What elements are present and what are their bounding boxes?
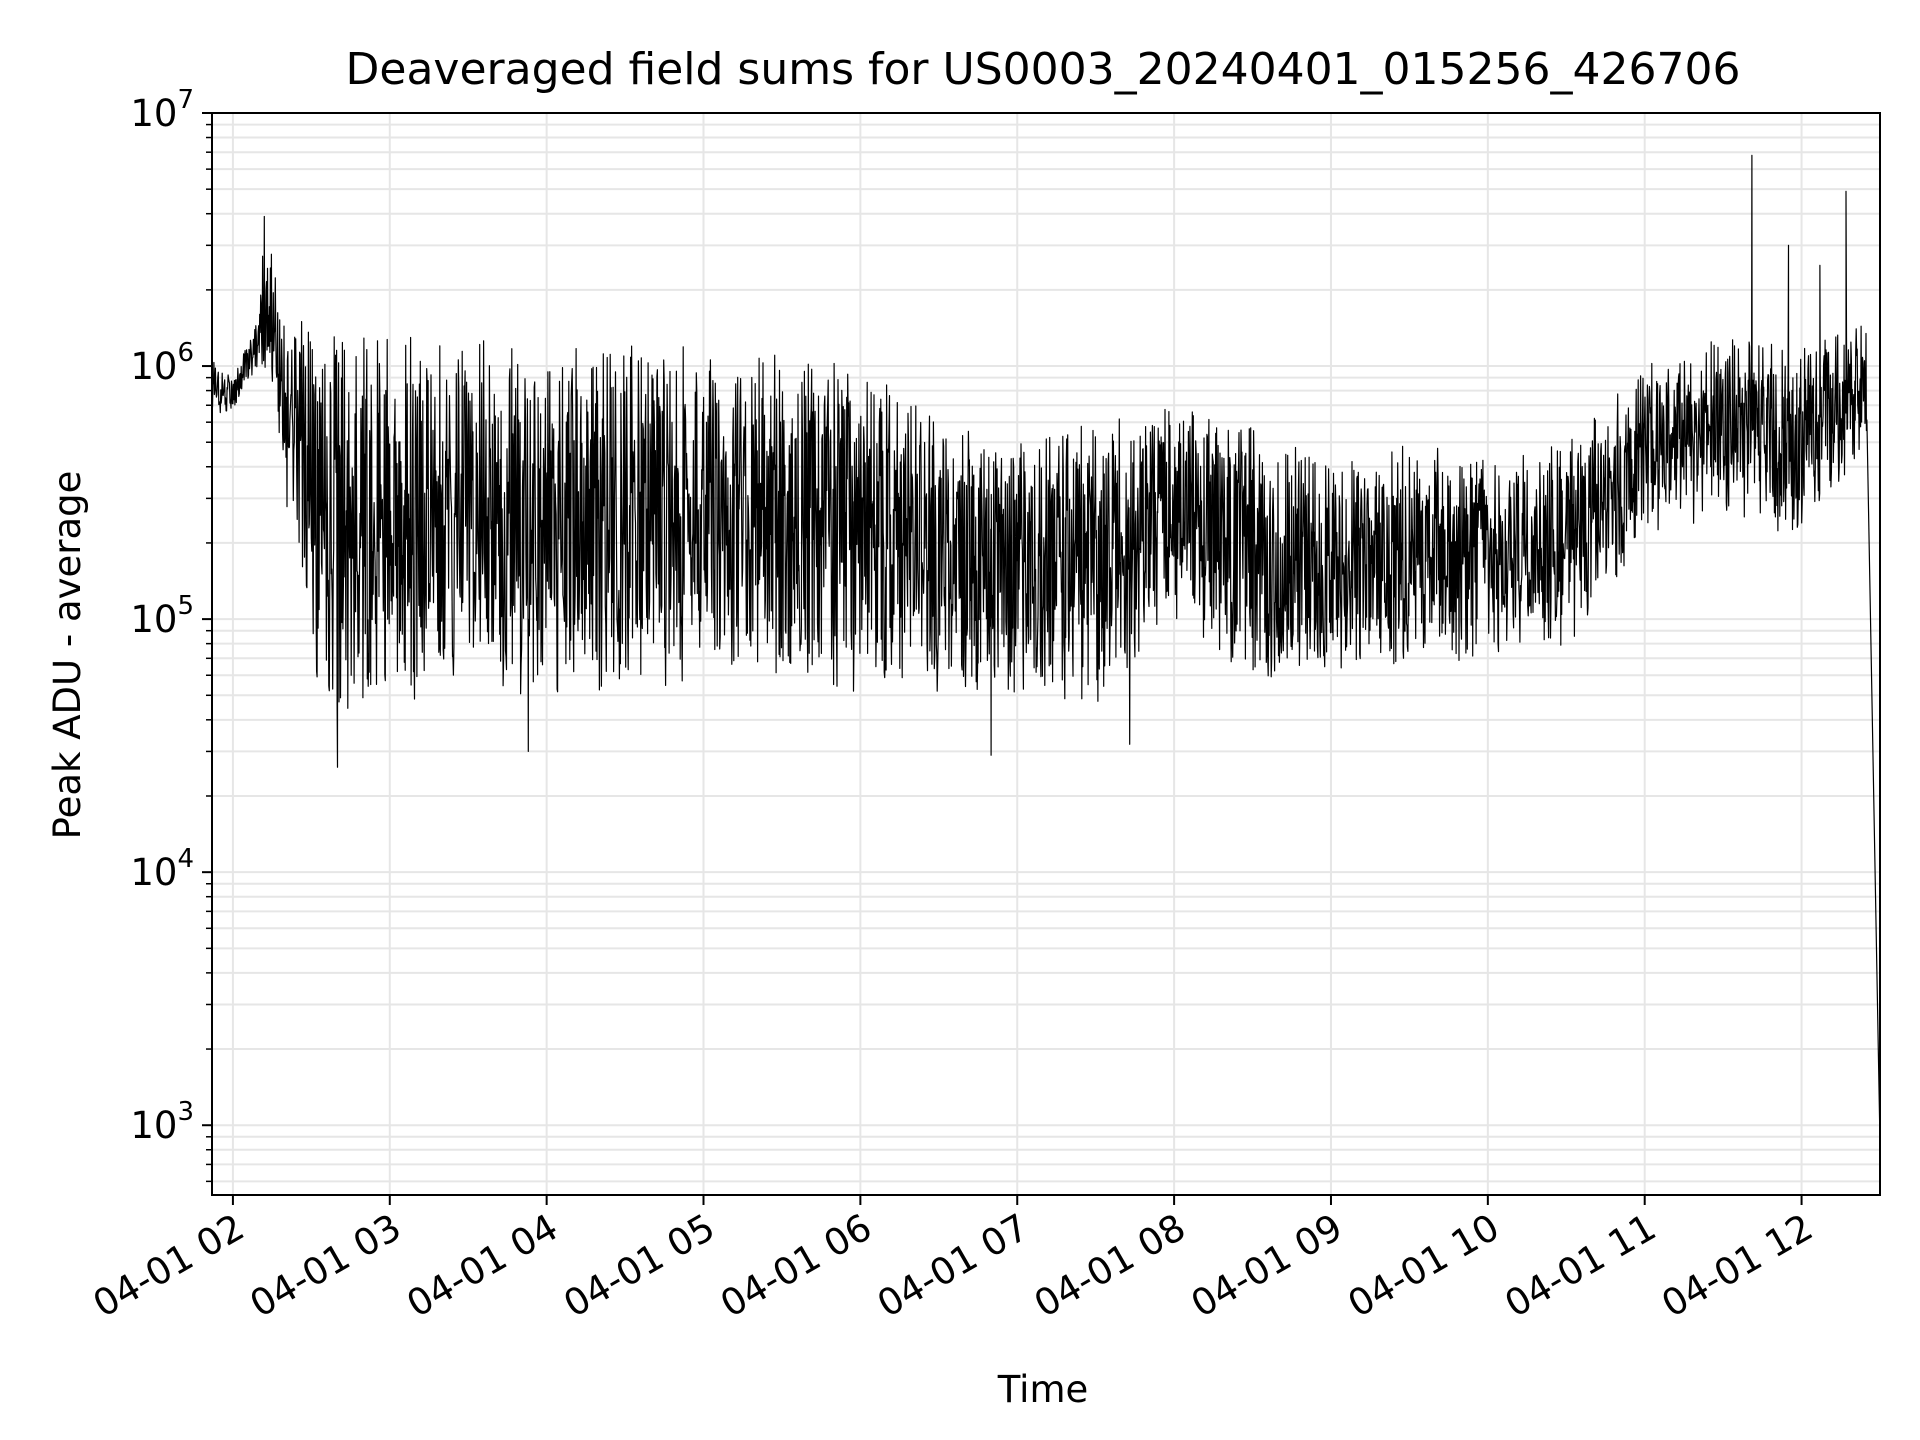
y-tick-label: 107 (130, 85, 194, 135)
series-line (211, 154, 1881, 1144)
x-axis-label: Time (997, 1368, 1089, 1411)
y-axis-label: Peak ADU - average (46, 471, 89, 840)
series-black-line (211, 154, 1881, 1144)
y-tick-label: 104 (130, 844, 194, 894)
y-tick-label: 103 (130, 1097, 194, 1147)
plot-frame (211, 112, 1881, 1196)
grid (212, 112, 1880, 1195)
chart-title: Deaveraged field sums for US0003_2024040… (346, 44, 1741, 95)
y-tick-label: 106 (130, 338, 194, 388)
y-tick-label: 105 (130, 591, 194, 641)
